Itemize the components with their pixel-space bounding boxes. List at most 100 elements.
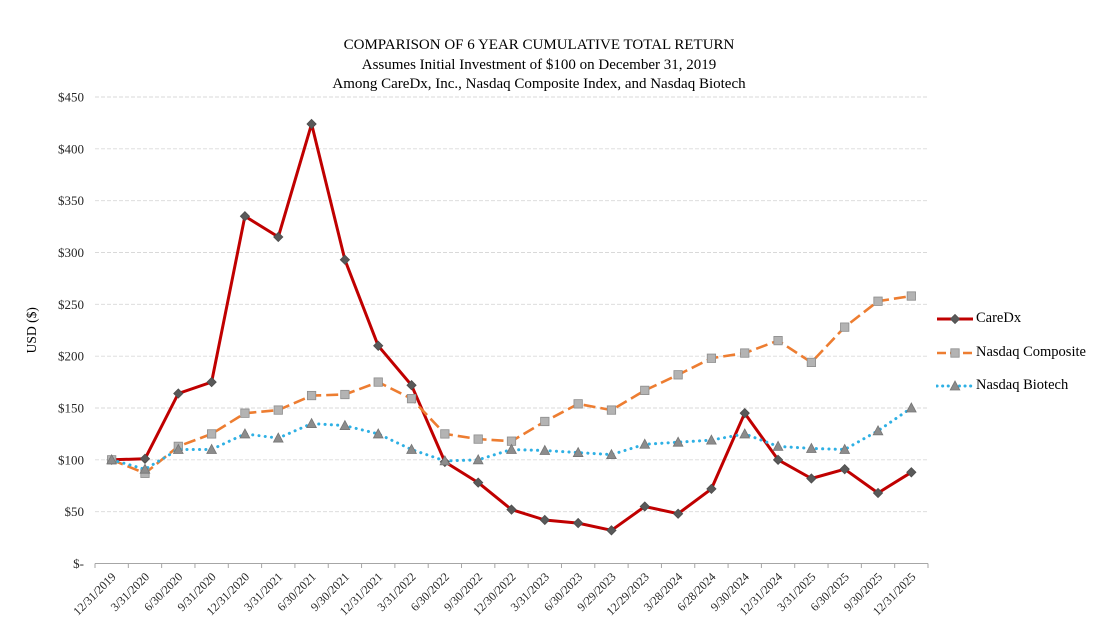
data-point-nasdaq-biotech: [339, 419, 351, 431]
x-tick-label: 12/31/2019: [70, 570, 119, 619]
data-point-nasdaq-composite: [840, 322, 850, 332]
data-point-nasdaq-biotech: [406, 443, 418, 454]
chart-title-block: COMPARISON OF 6 YEAR CUMULATIVE TOTAL RE…: [0, 36, 1078, 95]
chart-title-line-1: COMPARISON OF 6 YEAR CUMULATIVE TOTAL RE…: [343, 37, 735, 53]
legend-label-caredx: CareDx: [976, 309, 1022, 326]
data-point-nasdaq-biotech: [805, 442, 817, 453]
data-point-nasdaq-composite: [706, 353, 717, 363]
data-point-nasdaq-biotech: [172, 443, 184, 454]
legend-sample-caredx-icon: [936, 312, 974, 325]
data-point-caredx: [806, 473, 817, 484]
series-caredx: [106, 118, 917, 536]
data-point-nasdaq-composite: [606, 405, 617, 415]
y-tick-label: $300: [58, 245, 84, 260]
data-point-nasdaq-composite: [740, 348, 750, 358]
y-tick-label: $150: [58, 401, 84, 416]
data-point-caredx: [339, 254, 351, 265]
data-point-caredx: [306, 118, 317, 130]
data-point-nasdaq-composite: [306, 390, 317, 401]
data-point-nasdaq-biotech: [272, 432, 284, 443]
legend-item-nasdaq-biotech: Nasdaq Biotech: [935, 376, 1069, 393]
data-point-nasdaq-biotech: [905, 402, 917, 413]
y-axis-title: USD ($): [24, 307, 39, 353]
data-point-caredx: [506, 504, 517, 515]
data-point-nasdaq-composite: [640, 385, 650, 395]
chart-title-line-3: Among CareDx, Inc., Nasdaq Composite Ind…: [332, 76, 746, 92]
data-point-caredx: [273, 231, 284, 243]
data-point-nasdaq-biotech: [605, 448, 617, 460]
data-point-nasdaq-biotech: [572, 446, 584, 457]
data-point-caredx: [772, 454, 784, 465]
legend-item-caredx: CareDx: [936, 310, 1021, 326]
data-point-caredx: [239, 211, 251, 222]
data-point-nasdaq-composite: [873, 296, 883, 306]
data-point-nasdaq-biotech: [439, 455, 451, 466]
data-point-nasdaq-composite: [950, 348, 960, 358]
series-nasdaq-biotech: [106, 402, 917, 474]
y-tick-label: $400: [58, 141, 84, 156]
data-point-caredx: [406, 380, 417, 391]
data-point-caredx: [739, 408, 750, 419]
y-tick-label: $100: [58, 452, 84, 467]
data-point-nasdaq-biotech: [705, 434, 717, 445]
series-nasdaq-composite: [107, 291, 916, 478]
data-point-caredx: [639, 501, 650, 512]
data-point-nasdaq-composite: [440, 429, 450, 439]
data-point-nasdaq-composite: [240, 408, 250, 418]
data-point-nasdaq-composite: [406, 394, 417, 404]
data-point-nasdaq-biotech: [239, 428, 251, 439]
data-point-nasdaq-composite: [473, 434, 483, 444]
data-point-nasdaq-biotech: [106, 453, 118, 465]
data-point-nasdaq-biotech: [772, 440, 784, 451]
data-point-caredx: [839, 463, 850, 475]
data-point-nasdaq-composite: [773, 336, 783, 346]
y-tick-label: $250: [58, 297, 84, 312]
data-point-caredx: [173, 388, 184, 399]
chart-title-line-2: Assumes Initial Investment of $100 on De…: [361, 56, 717, 73]
data-point-caredx: [572, 517, 584, 529]
data-point-nasdaq-biotech: [139, 463, 151, 474]
data-point-caredx: [206, 376, 217, 388]
y-tick-label: $200: [58, 349, 84, 364]
data-point-nasdaq-biotech: [639, 438, 651, 449]
legend-sample-nasdaq-composite-icon: [936, 346, 974, 358]
legend-item-nasdaq-composite: Nasdaq Composite: [936, 344, 1086, 360]
data-point-nasdaq-biotech: [839, 443, 851, 454]
data-point-nasdaq-composite: [906, 291, 916, 301]
data-point-caredx: [473, 477, 484, 488]
data-point-caredx: [872, 487, 884, 499]
series-line-caredx: [111, 122, 913, 532]
y-tick-label: $350: [58, 193, 84, 208]
data-point-nasdaq-composite: [673, 370, 683, 380]
data-point-caredx: [906, 467, 917, 478]
data-point-nasdaq-composite: [806, 357, 816, 367]
data-point-nasdaq-biotech: [206, 443, 218, 454]
data-point-nasdaq-biotech: [949, 380, 961, 391]
data-point-nasdaq-composite: [207, 429, 217, 439]
y-tick-label: $50: [65, 504, 85, 519]
data-point-nasdaq-biotech: [872, 424, 884, 436]
legend-label-nasdaq-biotech: Nasdaq Biotech: [976, 376, 1069, 393]
data-point-nasdaq-composite: [373, 377, 383, 387]
data-point-nasdaq-biotech: [672, 436, 684, 447]
data-point-nasdaq-biotech: [739, 428, 751, 439]
data-point-caredx: [606, 525, 617, 536]
data-point-caredx: [539, 514, 550, 526]
y-tick-label: $450: [58, 90, 84, 105]
data-point-caredx: [672, 508, 684, 519]
data-point-nasdaq-biotech: [506, 443, 517, 454]
data-point-nasdaq-composite: [273, 405, 283, 415]
data-point-caredx: [706, 483, 717, 495]
data-point-nasdaq-biotech: [539, 444, 551, 455]
data-point-nasdaq-composite: [340, 389, 350, 400]
data-point-nasdaq-biotech: [306, 417, 318, 428]
legend-label-nasdaq-composite: Nasdaq Composite: [976, 343, 1086, 360]
legend-sample-nasdaq-biotech-icon: [935, 379, 975, 391]
data-point-nasdaq-biotech: [472, 453, 484, 465]
data-point-nasdaq-biotech: [372, 428, 384, 439]
data-point-caredx: [373, 340, 384, 351]
data-point-nasdaq-composite: [540, 416, 550, 427]
data-point-nasdaq-composite: [573, 399, 583, 409]
